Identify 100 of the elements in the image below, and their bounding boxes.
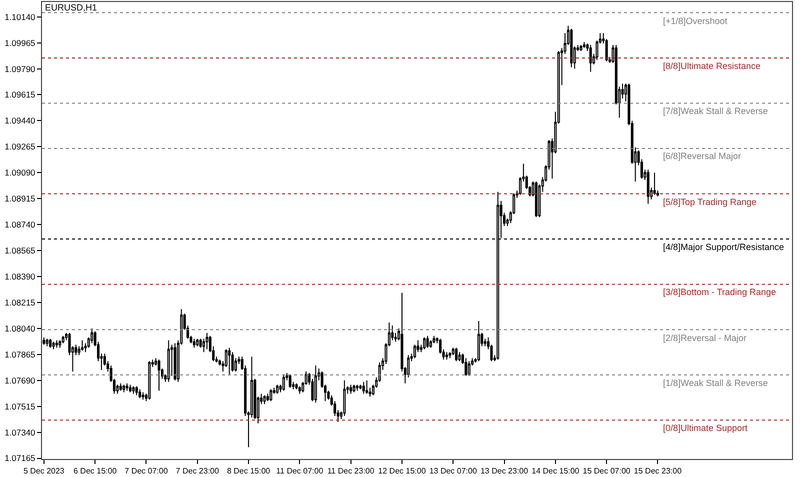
candlestick <box>455 347 458 362</box>
candlestick <box>270 388 272 402</box>
candlestick <box>52 341 55 350</box>
ref-line-label: [6/8]Reversal Major <box>663 151 742 161</box>
candlestick <box>58 340 62 348</box>
x-tick-label: 15 Dec 07:00 <box>582 466 631 476</box>
candlestick <box>432 335 436 344</box>
candlestick <box>199 338 202 348</box>
candlestick <box>263 394 266 405</box>
candlestick <box>158 359 160 392</box>
candlestick <box>298 386 301 394</box>
y-tick-label: 1.08565 <box>4 246 36 256</box>
candlestick <box>132 386 135 394</box>
candlestick <box>196 338 199 347</box>
candlestick <box>135 386 138 396</box>
ref-line-label: [7/8]Weak Stall & Reverse <box>663 106 768 116</box>
candlestick <box>192 338 196 348</box>
candlestick <box>314 365 317 404</box>
candlestick <box>206 332 208 350</box>
candlestick <box>266 393 269 402</box>
x-tick-label: 11 Dec 07:00 <box>276 466 324 476</box>
candlestick <box>468 360 470 376</box>
candlestick <box>570 28 573 68</box>
y-tick-label: 1.09615 <box>4 90 36 100</box>
candlestick <box>167 340 170 382</box>
candlestick <box>423 336 426 350</box>
candlestick <box>582 42 586 48</box>
candlestick <box>362 381 365 394</box>
candlestick <box>49 338 52 348</box>
candlestick <box>295 382 298 390</box>
candlestick <box>448 352 452 359</box>
ref-line-label: [0/8]Ultimate Support <box>663 423 748 433</box>
candlestick <box>174 342 176 381</box>
candlestick <box>55 340 58 348</box>
x-tick-label: 8 Dec 15:00 <box>226 466 271 476</box>
candlestick <box>413 344 416 359</box>
candlestick <box>138 388 142 399</box>
candlestick <box>580 44 582 52</box>
ref-line-label: [+1/8]Overshoot <box>663 16 728 26</box>
candlestick <box>276 384 279 394</box>
candlestick <box>343 380 346 416</box>
candlestick <box>42 336 46 346</box>
candlestick <box>228 347 231 375</box>
chart-title: EURUSD,H1 <box>45 2 98 12</box>
x-tick-label: 15 Dec 23:00 <box>634 466 682 476</box>
x-tick-label: 5 Dec 2023 <box>23 466 65 476</box>
y-tick-label: 1.08215 <box>4 297 36 308</box>
ref-line-label: [4/8]Major Support/Resistance <box>663 242 784 252</box>
ref-line-label: [1/8]Weak Stall & Reverse <box>663 378 768 388</box>
y-tick-label: 1.08040 <box>4 323 36 334</box>
candlestick <box>352 384 356 393</box>
ref-line-label: [3/8]Bottom - Trading Range <box>663 287 776 297</box>
candlestick <box>646 169 650 204</box>
y-tick-label: 1.10140 <box>4 12 36 22</box>
candlestick <box>148 360 151 400</box>
candlestick <box>350 384 352 394</box>
candlestick <box>477 320 480 362</box>
candlestick <box>282 374 285 392</box>
x-tick-label: 13 Dec 23:00 <box>480 466 529 476</box>
y-tick-label: 1.08740 <box>4 220 36 230</box>
y-tick-label: 1.09265 <box>4 142 36 152</box>
x-tick-label: 13 Dec 07:00 <box>429 466 478 476</box>
candlestick <box>458 352 461 362</box>
y-tick-label: 1.07865 <box>4 349 36 360</box>
candlestick <box>429 340 432 348</box>
ref-line-label: [2/8]Reversal - Major <box>663 333 747 343</box>
candlestick <box>231 352 234 372</box>
y-tick-label: 1.07165 <box>4 453 36 464</box>
candlestick <box>142 392 144 400</box>
y-tick-label: 1.09440 <box>4 116 36 126</box>
candlestick <box>288 374 292 388</box>
y-tick-label: 1.09965 <box>4 38 36 48</box>
candlestick <box>356 384 358 392</box>
ref-line-label: [8/8]Ultimate Resistance <box>663 61 761 71</box>
x-tick-label: 6 Dec 15:00 <box>74 466 118 476</box>
y-tick-label: 1.07340 <box>4 427 36 438</box>
candlestick <box>62 335 64 344</box>
y-tick-label: 1.09090 <box>4 168 36 178</box>
candlestick <box>81 340 84 352</box>
candlestick <box>90 328 94 344</box>
x-tick-label: 12 Dec 15:00 <box>378 466 426 476</box>
candlestick <box>128 384 132 393</box>
y-tick-label: 1.07690 <box>4 375 36 386</box>
candlestick <box>653 172 656 196</box>
ref-line-label: [5/8]Top Trading Range <box>663 197 757 207</box>
candlestick <box>464 358 468 376</box>
candlestick <box>534 181 538 218</box>
candlestick <box>46 338 48 347</box>
candlestick <box>119 382 122 392</box>
y-tick-label: 1.08390 <box>4 271 36 282</box>
x-tick-label: 11 Dec 23:00 <box>327 466 375 476</box>
y-tick-label: 1.08915 <box>4 194 36 204</box>
candlestick <box>589 44 592 72</box>
candlestick <box>126 382 128 392</box>
candlestick <box>366 380 368 394</box>
candlestick <box>426 335 429 348</box>
candlestick <box>359 384 362 390</box>
candlestick <box>445 352 448 360</box>
y-tick-label: 1.07515 <box>4 401 36 412</box>
x-tick-label: 7 Dec 07:00 <box>124 466 168 476</box>
